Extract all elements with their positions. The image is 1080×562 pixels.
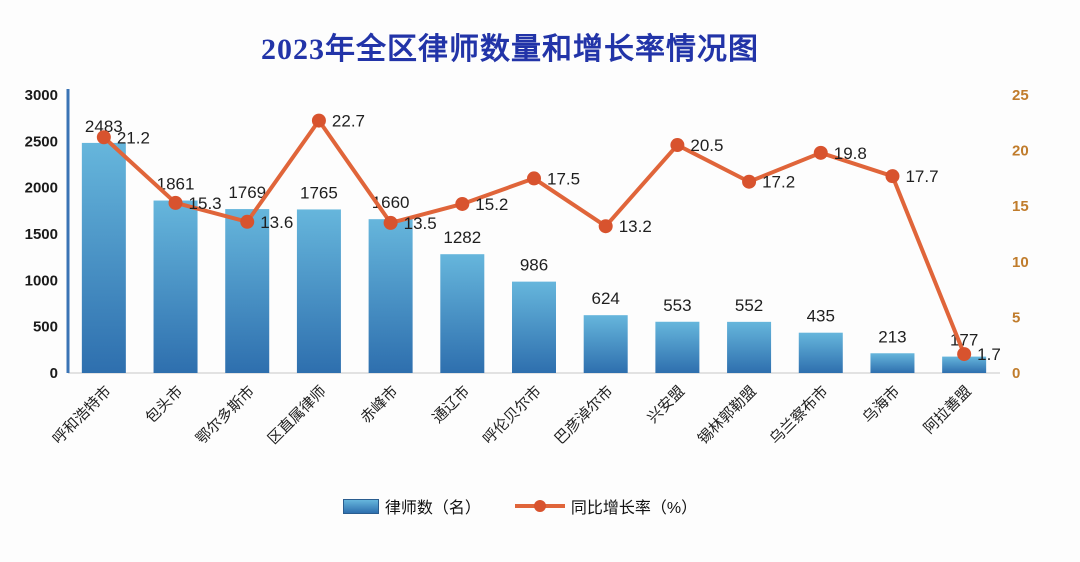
right-axis-tick-label: 5 xyxy=(1012,309,1020,326)
right-axis-tick-label: 10 xyxy=(1012,254,1029,271)
category-label: 阿拉善盟 xyxy=(921,383,975,437)
line-value-label: 13.2 xyxy=(619,217,652,236)
line-value-label: 1.7 xyxy=(977,345,1001,364)
line-value-label: 15.3 xyxy=(189,194,222,213)
right-axis-tick-label: 0 xyxy=(1012,365,1020,382)
bar-value-label: 553 xyxy=(663,296,691,315)
line-marker xyxy=(813,145,828,160)
left-axis-tick-label: 2500 xyxy=(25,133,58,150)
line-value-label: 17.7 xyxy=(905,167,938,186)
line-marker xyxy=(885,169,900,184)
chart-legend: 律师数（名） 同比增长率（%） xyxy=(0,494,1040,518)
legend-item-growth-rate: 同比增长率（%） xyxy=(514,494,698,518)
line-value-label: 20.5 xyxy=(690,136,723,155)
line-swatch-marker xyxy=(533,500,546,512)
bar-value-label: 1861 xyxy=(157,175,195,194)
legend-bar-label: 律师数（名） xyxy=(384,500,481,517)
bar-value-label: 1765 xyxy=(300,183,338,202)
left-axis-tick-label: 1500 xyxy=(25,226,58,243)
line-marker xyxy=(527,171,541,186)
category-label: 呼和浩特市 xyxy=(50,383,115,448)
category-label: 乌海市 xyxy=(859,383,903,427)
line-marker xyxy=(168,195,183,210)
bar-value-label: 624 xyxy=(592,289,620,308)
bar-series-swatch xyxy=(342,498,379,514)
category-label: 巴彦淖尔市 xyxy=(551,383,616,448)
bar-value-label: 1282 xyxy=(443,228,481,247)
line-series-swatch xyxy=(514,499,565,513)
bar xyxy=(81,142,126,373)
category-label: 呼伦贝尔市 xyxy=(480,383,545,448)
line-marker xyxy=(240,214,255,229)
bar xyxy=(296,209,341,373)
left-axis-tick-label: 3000 xyxy=(25,87,58,104)
bar xyxy=(655,321,700,373)
category-label: 乌兰察布市 xyxy=(766,382,832,448)
bar xyxy=(440,254,485,373)
legend-line-label: 同比增长率（%） xyxy=(570,500,698,517)
line-value-label: 17.2 xyxy=(762,173,795,192)
bar-value-label: 2483 xyxy=(85,117,123,136)
bar xyxy=(225,209,270,373)
category-label: 鄂尔多斯市 xyxy=(193,383,258,448)
bar-value-label: 552 xyxy=(735,296,763,315)
category-label: 区直属律师 xyxy=(265,383,330,448)
chart-title: 2023年全区律师数量和增长率情况图 xyxy=(261,33,759,66)
category-label: 通辽市 xyxy=(429,383,473,427)
bar-value-label: 986 xyxy=(520,256,548,275)
category-label: 兴安盟 xyxy=(644,383,688,427)
line-marker xyxy=(957,347,972,362)
line-marker xyxy=(383,215,398,230)
line-marker xyxy=(96,130,111,145)
bar xyxy=(727,321,772,373)
line-value-label: 13.5 xyxy=(404,214,437,233)
right-axis-tick-label: 20 xyxy=(1012,143,1029,160)
category-label: 赤峰市 xyxy=(358,383,402,427)
bar-value-label: 213 xyxy=(878,327,906,346)
bar-value-label: 1769 xyxy=(228,183,266,202)
line-value-label: 19.8 xyxy=(834,144,867,163)
legend-item-lawyer-count: 律师数（名） xyxy=(342,494,481,518)
bar xyxy=(942,356,987,373)
left-axis-tick-label: 0 xyxy=(50,365,58,382)
right-axis-tick-label: 25 xyxy=(1012,87,1029,104)
line-value-label: 15.2 xyxy=(475,195,508,214)
bar xyxy=(798,332,843,373)
category-label: 锡林郭勒盟 xyxy=(695,383,760,448)
line-value-label: 13.6 xyxy=(260,213,293,232)
left-axis-tick-label: 1000 xyxy=(25,272,58,289)
line-marker xyxy=(670,138,685,153)
category-label: 包头市 xyxy=(143,383,187,427)
line-value-label: 17.5 xyxy=(547,169,580,188)
left-axis-tick-label: 500 xyxy=(33,319,58,336)
bar xyxy=(368,219,413,373)
line-value-label: 22.7 xyxy=(332,112,365,131)
line-marker xyxy=(742,174,757,189)
bar xyxy=(583,315,628,373)
right-axis-tick-label: 15 xyxy=(1012,198,1029,215)
line-marker xyxy=(311,113,326,128)
bar-value-label: 435 xyxy=(807,307,835,326)
line-marker xyxy=(455,196,470,211)
bar xyxy=(512,281,556,373)
left-axis-tick-label: 2000 xyxy=(25,180,58,197)
bar xyxy=(153,200,198,373)
line-marker xyxy=(598,219,613,234)
bar xyxy=(870,353,915,373)
line-value-label: 21.2 xyxy=(117,128,150,147)
